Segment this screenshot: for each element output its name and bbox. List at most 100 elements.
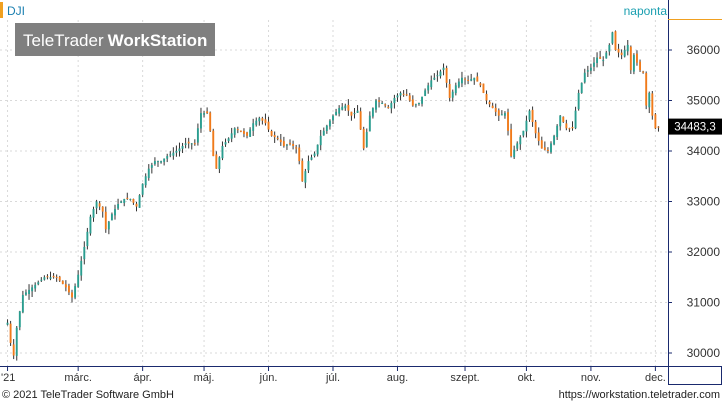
candle-body bbox=[347, 104, 350, 111]
candles bbox=[6, 30, 660, 361]
candle-body bbox=[338, 108, 341, 114]
candle-body bbox=[67, 285, 70, 293]
candle-body bbox=[464, 78, 466, 80]
candle-body bbox=[298, 147, 301, 162]
candle-body bbox=[181, 145, 184, 149]
candle-body bbox=[620, 52, 623, 56]
y-tick-label: 33000 bbox=[687, 195, 721, 209]
candle-body bbox=[402, 93, 405, 95]
x-tick-label: ápr. bbox=[133, 372, 151, 384]
candle-body bbox=[497, 110, 500, 116]
candle-body bbox=[64, 284, 67, 288]
candle-body bbox=[599, 56, 602, 59]
candle-body bbox=[322, 130, 325, 136]
candle-body bbox=[123, 198, 126, 203]
x-tick-label: dec. bbox=[645, 372, 666, 384]
candle-body bbox=[18, 311, 21, 328]
candle-body bbox=[589, 67, 592, 71]
footer-copyright: © 2021 TeleTrader Software GmbH bbox=[2, 389, 174, 401]
candle-body bbox=[371, 108, 374, 117]
candle-body bbox=[418, 103, 420, 105]
candle-body bbox=[479, 83, 482, 86]
candle-body bbox=[488, 101, 491, 105]
candle-body bbox=[138, 195, 141, 208]
candle-body bbox=[596, 57, 599, 63]
candle-body bbox=[49, 277, 52, 279]
candle-body bbox=[12, 344, 15, 356]
chart-header: DJI naponta bbox=[0, 2, 667, 18]
watermark-text: TeleTrader WorkStation bbox=[23, 31, 207, 50]
last-price-box bbox=[668, 118, 722, 135]
candle-body bbox=[37, 282, 40, 285]
candle-body bbox=[411, 99, 414, 106]
candle-body bbox=[289, 143, 291, 145]
candle-body bbox=[537, 132, 540, 141]
candle-body bbox=[104, 211, 107, 230]
candle-body bbox=[436, 75, 439, 77]
candle-body bbox=[439, 71, 442, 77]
candle-body bbox=[267, 121, 270, 130]
candle-body bbox=[350, 111, 353, 116]
candle-body bbox=[46, 276, 49, 278]
x-tick-label: júl. bbox=[325, 372, 340, 384]
candle-body bbox=[292, 144, 295, 146]
candle-body bbox=[243, 130, 245, 134]
candle-body bbox=[593, 62, 595, 67]
candle-body bbox=[74, 286, 77, 298]
watermark-brand-light: TeleTrader bbox=[23, 31, 104, 50]
right-panel-bottom-box bbox=[668, 366, 722, 385]
candle-body bbox=[623, 50, 626, 57]
candle-body bbox=[482, 83, 485, 93]
candle-body bbox=[285, 144, 288, 146]
candle-body bbox=[568, 128, 571, 130]
candle-body bbox=[421, 96, 423, 104]
candle-body bbox=[399, 92, 402, 96]
candle-body bbox=[442, 67, 445, 71]
candle-body bbox=[184, 143, 187, 145]
candle-body bbox=[144, 176, 147, 186]
watermark-box bbox=[15, 23, 215, 56]
candle-body bbox=[98, 203, 101, 207]
candle-body bbox=[546, 149, 549, 151]
candle-body bbox=[632, 55, 635, 72]
candle-body bbox=[15, 327, 18, 356]
candle-body bbox=[390, 103, 393, 109]
candle-body bbox=[550, 143, 552, 153]
candle-body bbox=[445, 67, 448, 83]
candle-body bbox=[107, 221, 110, 230]
candle-body bbox=[255, 120, 258, 125]
candle-body bbox=[261, 118, 264, 121]
candle-body bbox=[451, 91, 454, 98]
candle-body bbox=[528, 110, 531, 120]
candle-body bbox=[200, 113, 202, 129]
candle-body bbox=[169, 154, 172, 156]
candle-body bbox=[40, 279, 43, 281]
candle-body bbox=[55, 276, 58, 278]
candle-body bbox=[117, 204, 120, 209]
candle-body bbox=[319, 135, 322, 146]
candle-body bbox=[249, 129, 252, 137]
candle-body bbox=[513, 149, 516, 158]
candle-body bbox=[605, 52, 608, 59]
watermark: TeleTrader WorkStation bbox=[15, 23, 215, 56]
candle-body bbox=[433, 77, 436, 80]
candle-body bbox=[89, 216, 92, 234]
candle-body bbox=[519, 137, 522, 145]
candle-body bbox=[206, 111, 209, 114]
candle-body bbox=[227, 138, 230, 141]
candle-body bbox=[221, 145, 224, 159]
candle-body bbox=[414, 104, 417, 106]
candle-body bbox=[651, 93, 654, 116]
symbol-label: DJI bbox=[7, 4, 25, 18]
candle-body bbox=[454, 85, 457, 94]
y-tick-label: 31000 bbox=[687, 296, 721, 310]
candle-body bbox=[110, 214, 113, 221]
candle-body bbox=[218, 157, 221, 170]
candle-body bbox=[359, 111, 362, 130]
candle-body bbox=[580, 82, 583, 93]
candle-body bbox=[203, 113, 205, 115]
candle-body bbox=[209, 112, 212, 131]
candle-body bbox=[301, 160, 304, 182]
candle-body bbox=[540, 140, 543, 149]
candle-body bbox=[83, 246, 86, 260]
